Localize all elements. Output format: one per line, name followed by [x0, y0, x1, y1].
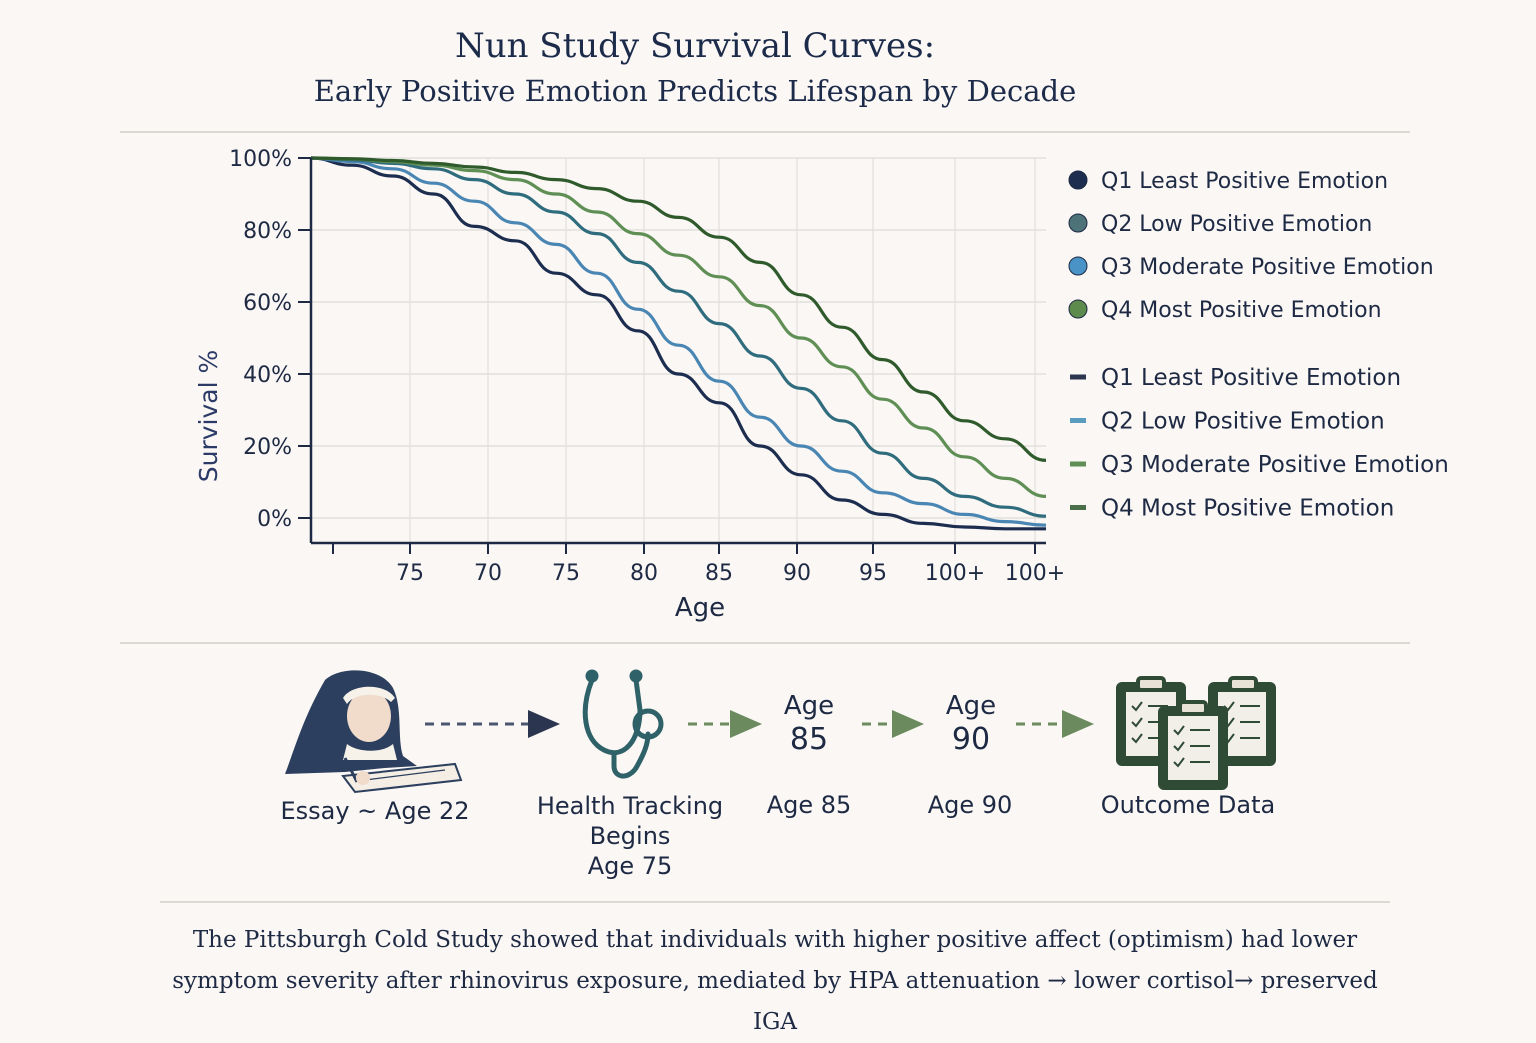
age-90-word: Age — [945, 691, 997, 721]
timeline-diagram — [285, 669, 1276, 794]
essay-label: Essay ~ Age 22 — [280, 797, 470, 825]
legend-line-label: Q4 Most Positive Emotion — [1101, 496, 1394, 522]
survival-line-2 — [310, 156, 1047, 527]
legend-dot-marker — [1068, 299, 1088, 319]
legend-dot-label: Q2 Low Positive Emotion — [1101, 212, 1372, 237]
legend-dot-label: Q4 Most Positive Emotion — [1101, 298, 1382, 323]
x-tick-label: 85 — [705, 561, 733, 586]
y-axis-label: Survival % — [194, 350, 223, 483]
caption-line2: symptom severity after rhinovirus exposu… — [172, 968, 1378, 1035]
arrow-4 — [1016, 710, 1094, 738]
y-tick-label: 80% — [243, 219, 292, 244]
y-tick-label: 20% — [243, 435, 292, 460]
x-tick-label: 80 — [630, 561, 658, 586]
clipboard-icon — [1116, 676, 1276, 790]
x-axis-ticks: 75 70 75 80 85 90 95 100+ 100+ — [332, 543, 1065, 586]
chart-title: Nun Study Survival Curves: — [454, 26, 936, 66]
x-tick-label: 90 — [783, 561, 811, 586]
x-tick-label: 100+ — [925, 561, 985, 586]
age-85-number: 85 — [789, 722, 829, 757]
caption: The Pittsburgh Cold Study showed that in… — [150, 920, 1400, 1043]
age-85-marker: Age 85 — [759, 690, 859, 758]
x-tick-label: 100+ — [1005, 561, 1065, 586]
survival-line-5 — [310, 156, 1047, 462]
y-tick-label: 0% — [257, 507, 292, 532]
survival-lines — [310, 156, 1047, 531]
x-tick-label: 75 — [552, 561, 580, 586]
y-tick-label: 60% — [243, 291, 292, 316]
age-85-word: Age — [783, 691, 835, 721]
stethoscope-icon — [582, 669, 664, 779]
x-tick-label: 75 — [396, 561, 424, 586]
arrow-2 — [688, 710, 762, 738]
arrow-1 — [425, 710, 560, 738]
age-90-number: 90 — [951, 722, 991, 757]
caption-line1: The Pittsburgh Cold Study showed that in… — [192, 927, 1358, 953]
caption-divider — [160, 901, 1390, 903]
legend-dot-marker — [1068, 213, 1088, 233]
legend-dot-marker — [1068, 170, 1088, 190]
x-axis-label: Age — [675, 593, 725, 623]
health-label-line2: Begins — [589, 822, 671, 850]
legend-dot-label: Q1 Least Positive Emotion — [1101, 169, 1388, 194]
health-label-line3: Age 75 — [587, 852, 673, 880]
x-tick-label: 70 — [474, 561, 502, 586]
health-label-line1: Health Tracking — [536, 792, 724, 820]
section-divider — [120, 642, 1410, 644]
legend-dot-marker — [1068, 256, 1088, 276]
survival-line-1 — [310, 156, 1046, 531]
survival-line-3 — [310, 156, 1047, 518]
outcome-label: Outcome Data — [1100, 791, 1276, 819]
legend-line-label: Q3 Moderate Positive Emotion — [1101, 452, 1449, 478]
chart-subtitle: Early Positive Emotion Predicts Lifespan… — [313, 74, 1077, 108]
legend-dot-label: Q3 Moderate Positive Emotion — [1101, 255, 1434, 280]
legend-line-label: Q2 Low Positive Emotion — [1101, 409, 1385, 435]
nun-writing-icon — [285, 670, 463, 794]
y-tick-label: 40% — [243, 363, 292, 388]
y-axis-ticks: 100% 80% 60% 40% 20% 0% — [229, 147, 311, 532]
age-85-label: Age 85 — [766, 791, 852, 819]
survival-line-4 — [310, 156, 1047, 498]
chart-grid — [311, 157, 1046, 543]
survival-chart: 100% 80% 60% 40% 20% 0% 75 70 75 80 85 90 95 100+ 100… — [194, 147, 1449, 623]
x-tick-label: 95 — [859, 561, 887, 586]
health-tracking-label: Health Tracking Begins Age 75 — [520, 791, 740, 881]
y-tick-label: 100% — [229, 147, 292, 172]
legend-line-label: Q1 Least Positive Emotion — [1101, 365, 1401, 391]
age-90-marker: Age 90 — [921, 690, 1021, 758]
age-90-label: Age 90 — [927, 791, 1013, 819]
title-divider — [120, 131, 1410, 133]
legend-dots: Q1 Least Positive Emotion Q2 Low Positive… — [1068, 169, 1434, 323]
legend-lines: Q1 Least Positive Emotion Q2 Low Positive… — [1070, 365, 1449, 522]
arrow-3 — [862, 710, 924, 738]
